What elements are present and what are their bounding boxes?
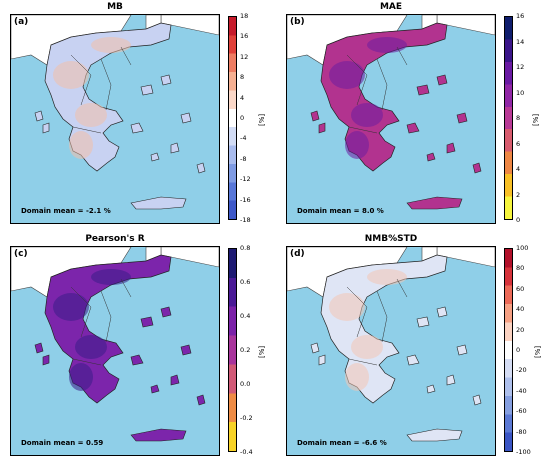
panel-nmb-std: NMB%STD (d) Domain mean = -6.6 % 100 80 60… — [276, 232, 550, 464]
colorbar-tick-label: 0.6 — [240, 278, 251, 286]
panel-label: (d) — [290, 249, 305, 259]
colorbar-tick-label: 16 — [516, 12, 525, 20]
panel-title: NMB%STD — [364, 234, 418, 244]
greece-map — [11, 247, 219, 442]
greece-map — [11, 15, 219, 210]
colorbar-tick-label: 40 — [516, 305, 525, 314]
colorbar-tick-label: -80 — [516, 427, 527, 436]
colorbar-tick-label: 4 — [240, 93, 245, 102]
map-frame: (c) Domain mean = 0.59 — [10, 246, 220, 456]
domain-mean-text: Domain mean = 0.59 — [21, 439, 104, 447]
colorbar-tick-label: 0.4 — [240, 312, 251, 320]
colorbar — [228, 16, 237, 220]
colorbar — [504, 248, 513, 452]
panel-label: (a) — [14, 17, 29, 27]
panel-mb: MB (a) Domain mean = -2.1 % 18 16 12 8 4 0 -4 -… — [0, 0, 275, 232]
colorbar-tick-label: 12 — [516, 63, 525, 71]
panel-mae: MAE (b) Domain mean = 8.0 % 16 14 12 10 8 6 4 2… — [276, 0, 550, 232]
colorbar-tick-label: 0.2 — [240, 346, 251, 354]
colorbar-tick-label: -60 — [516, 407, 527, 416]
map-frame: (a) Domain mean = -2.1 % — [10, 14, 220, 224]
colorbar-tick-label: -40 — [516, 386, 527, 395]
panel-title: Pearson's R — [85, 234, 145, 244]
colorbar-tick-label: 0.0 — [240, 380, 251, 388]
greece-map — [287, 247, 495, 442]
colorbar-tick-label: 0 — [240, 114, 245, 122]
colorbar-tick-label: -18 — [240, 216, 251, 224]
colorbar-tick-label: 2 — [516, 190, 521, 199]
domain-mean-text: Domain mean = 8.0 % — [297, 207, 384, 215]
panel-title: MAE — [379, 2, 403, 12]
colorbar — [504, 16, 513, 220]
map-frame: (d) Domain mean = -6.6 % — [286, 246, 496, 456]
colorbar-tick-label: 8 — [240, 73, 245, 82]
colorbar-tick-label: 14 — [516, 37, 525, 46]
colorbar-tick-label: 0 — [516, 346, 521, 354]
colorbar-tick-label: -12 — [240, 175, 251, 184]
colorbar-tick-label: 20 — [516, 325, 525, 334]
greece-map — [287, 15, 495, 210]
colorbar-tick-label: 8 — [516, 114, 521, 122]
colorbar-tick-label: -100 — [516, 448, 531, 456]
panel-pearson: Pearson's R (c) Domain mean = 0.59 0.8 0.… — [0, 232, 275, 464]
colorbar-unit: [%] — [532, 113, 540, 126]
colorbar-unit: [%] — [258, 345, 266, 358]
colorbar-tick-label: -4 — [240, 134, 247, 143]
colorbar-tick-label: -20 — [516, 366, 527, 375]
panel-label: (b) — [290, 17, 305, 27]
domain-mean-text: Domain mean = -2.1 % — [21, 207, 111, 215]
colorbar-tick-label: 16 — [240, 32, 249, 41]
domain-mean-text: Domain mean = -6.6 % — [297, 439, 387, 447]
colorbar-tick-label: 0.8 — [240, 244, 251, 252]
panel-label: (c) — [14, 249, 28, 259]
colorbar-tick-label: -0.4 — [240, 448, 253, 456]
map-frame: (b) Domain mean = 8.0 % — [286, 14, 496, 224]
colorbar-tick-label: 0 — [516, 216, 521, 224]
colorbar-tick-label: 100 — [516, 244, 529, 252]
colorbar-unit: [%] — [534, 345, 542, 358]
colorbar — [228, 248, 237, 452]
colorbar-tick-label: 10 — [516, 88, 525, 97]
colorbar-tick-label: -0.2 — [240, 414, 253, 422]
colorbar-tick-label: -8 — [240, 154, 247, 163]
colorbar-tick-label: 60 — [516, 284, 525, 293]
colorbar-tick-label: 18 — [240, 12, 249, 20]
colorbar-tick-label: 12 — [240, 52, 249, 61]
panel-title: MB — [107, 2, 123, 12]
colorbar-tick-label: 6 — [516, 139, 521, 148]
colorbar-unit: [%] — [258, 113, 266, 126]
colorbar-tick-label: 4 — [516, 165, 521, 173]
colorbar-tick-label: 80 — [516, 264, 525, 273]
colorbar-tick-label: -16 — [240, 195, 251, 204]
